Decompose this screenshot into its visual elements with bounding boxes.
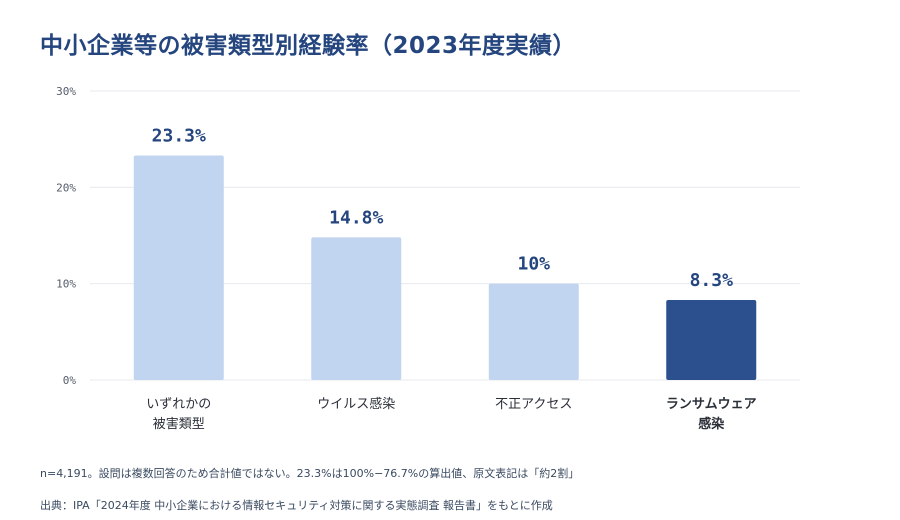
y-tick-label: 10% [56,278,76,291]
data-label: 8.3% [690,270,734,291]
y-tick-label: 30% [56,85,76,98]
data-label: 23.3% [152,126,206,147]
x-tick-label: ウイルス感染 [317,396,395,412]
bar [488,283,579,380]
x-tick-label: ランサムウェア [666,397,757,412]
sample-note: n=4,191。設問は複数回答のため合計値ではない。23.3%は100%−76.… [40,467,580,480]
x-tick-label: 被害類型 [153,416,205,432]
data-label: 10% [517,254,550,275]
chart-title: 中小企業等の被害類型別経験率（2023年度実績） [40,33,577,59]
bar [311,237,402,380]
x-tick-label: 不正アクセス [495,397,572,412]
source-note: 出典：IPA「2024年度 中小企業における情報セキュリティ対策に関する実態調査… [40,499,553,512]
y-tick-label: 0% [63,374,77,387]
bar [133,155,224,380]
x-tick-label: 感染 [698,416,725,432]
bar [666,300,757,380]
data-label: 14.8% [329,207,383,228]
x-tick-label: いずれかの [146,397,211,412]
y-tick-label: 20% [56,181,76,194]
